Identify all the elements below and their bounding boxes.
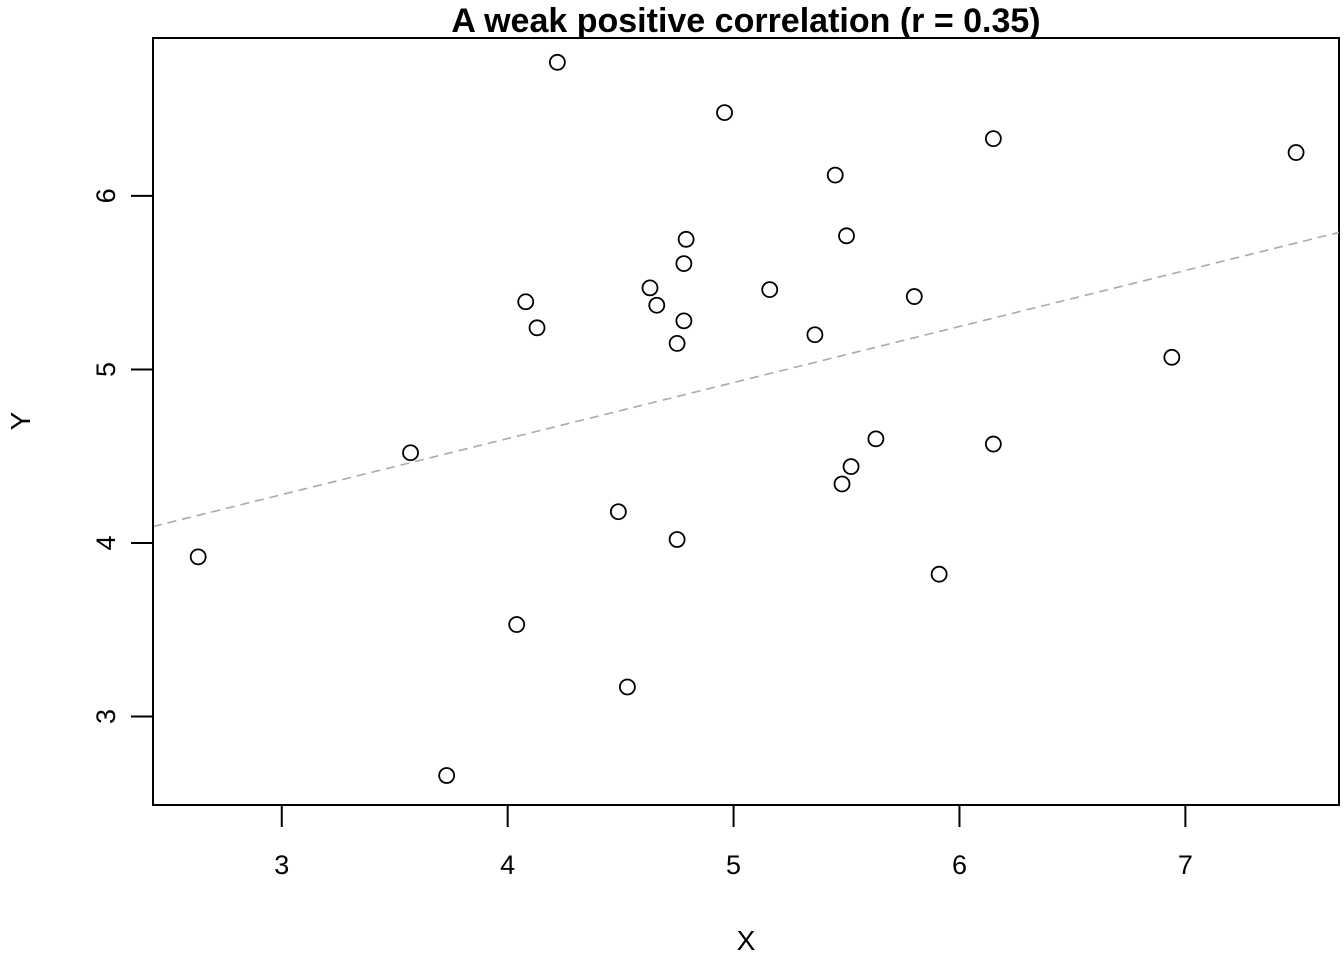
y-tick-label: 5 bbox=[91, 362, 121, 377]
y-tick-label: 4 bbox=[91, 535, 121, 550]
data-point bbox=[438, 767, 456, 784]
data-point bbox=[508, 616, 526, 633]
data-point bbox=[675, 312, 693, 330]
points-layer bbox=[189, 53, 1305, 784]
data-point bbox=[984, 435, 1002, 453]
data-point bbox=[668, 531, 686, 548]
data-point bbox=[677, 230, 695, 248]
plot-frame bbox=[152, 37, 1340, 806]
data-point bbox=[930, 565, 948, 583]
data-point bbox=[833, 475, 851, 493]
chart-title: A weak positive correlation (r = 0.35) bbox=[451, 2, 1040, 40]
trend-line-layer bbox=[152, 231, 1340, 528]
y-axis-label: Y bbox=[5, 411, 36, 430]
data-point bbox=[761, 281, 779, 299]
data-point bbox=[905, 288, 923, 305]
data-point bbox=[648, 296, 666, 314]
y-axis: 3 4 5 6 bbox=[91, 188, 154, 724]
data-point bbox=[1163, 348, 1181, 366]
data-point bbox=[619, 678, 636, 696]
data-point bbox=[842, 458, 860, 476]
trend-line bbox=[152, 231, 1340, 528]
x-tick-label: 5 bbox=[726, 850, 741, 880]
x-tick-label: 3 bbox=[274, 850, 289, 880]
x-axis: 3 4 5 6 7 bbox=[274, 804, 1193, 880]
x-tick-label: 6 bbox=[952, 850, 967, 880]
data-point bbox=[838, 227, 855, 245]
data-point bbox=[528, 319, 546, 337]
x-tick-label: 4 bbox=[500, 850, 515, 880]
data-point bbox=[826, 166, 844, 184]
data-point bbox=[548, 53, 566, 71]
x-axis-label: X bbox=[737, 925, 756, 956]
data-point bbox=[517, 293, 535, 311]
x-tick-label: 7 bbox=[1178, 850, 1193, 880]
data-point bbox=[984, 130, 1002, 148]
data-point bbox=[867, 430, 885, 448]
data-point bbox=[716, 104, 733, 122]
data-point bbox=[675, 255, 693, 272]
y-tick-label: 3 bbox=[91, 709, 121, 724]
data-point bbox=[189, 548, 207, 566]
data-point bbox=[609, 503, 627, 521]
y-tick-label: 6 bbox=[91, 188, 121, 203]
data-point bbox=[806, 326, 824, 344]
data-point bbox=[1287, 144, 1305, 161]
data-point bbox=[668, 335, 686, 352]
data-point bbox=[641, 279, 659, 297]
data-point bbox=[402, 444, 419, 462]
